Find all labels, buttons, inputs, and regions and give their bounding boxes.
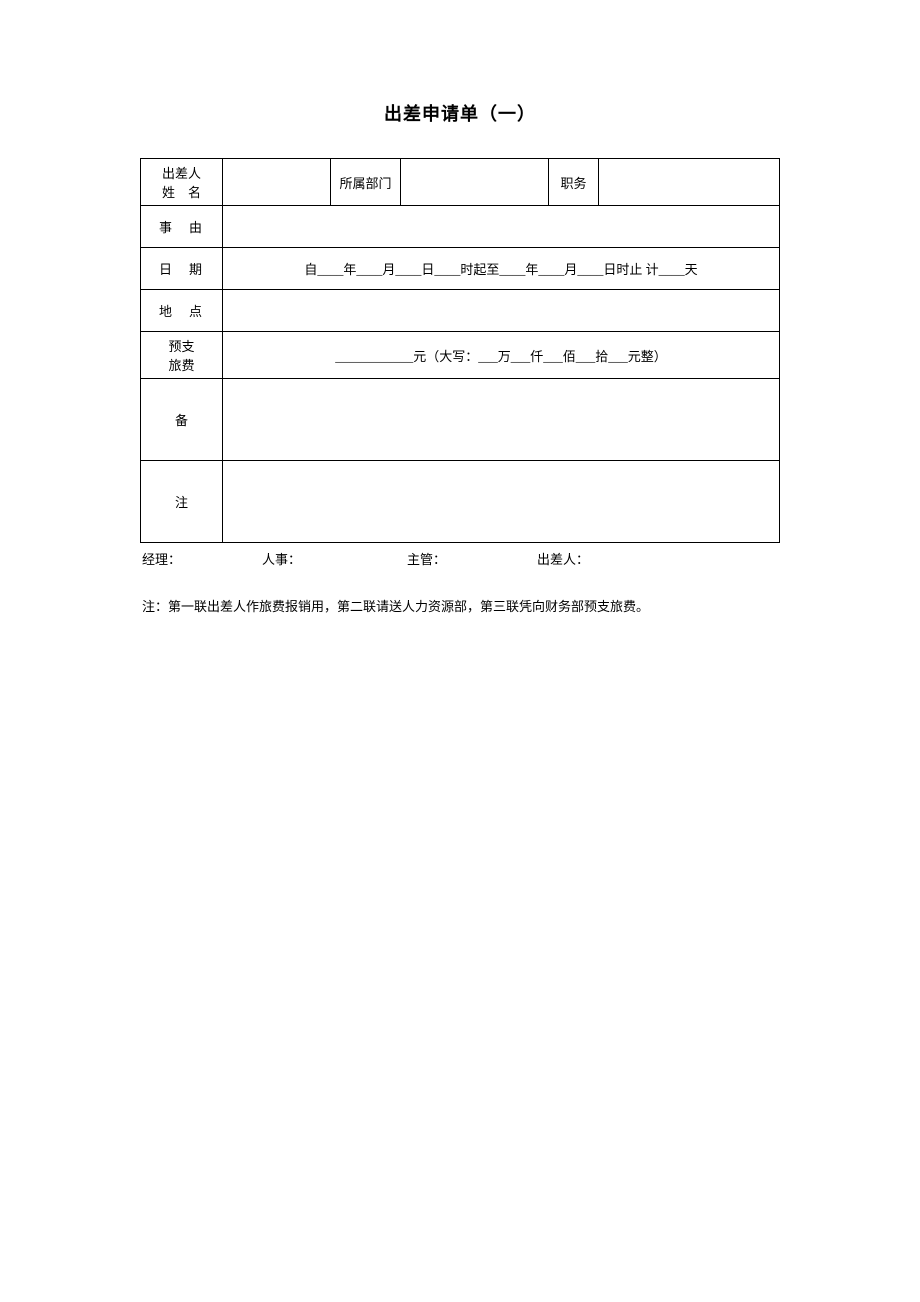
- signature-manager: 经理：: [142, 549, 262, 568]
- signature-supervisor: 主管：: [407, 549, 537, 568]
- form-title: 出差申请单（一）: [140, 100, 780, 126]
- row-date: 日 期 自____年____月____日____时起至____年____月___…: [141, 248, 780, 290]
- advance-label-line2: 旅费: [147, 355, 216, 374]
- dept-label: 所属部门: [331, 159, 401, 206]
- remark-value-2[interactable]: [223, 461, 780, 543]
- row-reason: 事 由: [141, 206, 780, 248]
- name-label: 出差人 姓 名: [141, 159, 223, 206]
- row-advance: 预支 旅费 ____________元（大写：___万___仟___佰___拾_…: [141, 332, 780, 379]
- advance-label-line1: 预支: [147, 336, 216, 355]
- date-label: 日 期: [141, 248, 223, 290]
- advance-value[interactable]: ____________元（大写：___万___仟___佰___拾___元整）: [223, 332, 780, 379]
- advance-label: 预支 旅费: [141, 332, 223, 379]
- form-note: 注：第一联出差人作旅费报销用，第二联请送人力资源部，第三联凭向财务部预支旅费。: [140, 596, 780, 615]
- remark-label-1: 备: [141, 379, 223, 461]
- remark-label-2: 注: [141, 461, 223, 543]
- row-remark-1: 备: [141, 379, 780, 461]
- row-place: 地 点: [141, 290, 780, 332]
- row-name: 出差人 姓 名 所属部门 职务: [141, 159, 780, 206]
- position-value[interactable]: [599, 159, 780, 206]
- application-table: 出差人 姓 名 所属部门 职务 事 由 日 期 自____年____月____日…: [140, 158, 780, 543]
- place-value[interactable]: [223, 290, 780, 332]
- place-label: 地 点: [141, 290, 223, 332]
- position-label: 职务: [549, 159, 599, 206]
- date-value[interactable]: 自____年____月____日____时起至____年____月____日时止…: [223, 248, 780, 290]
- name-label-line1: 出差人: [147, 163, 216, 182]
- reason-label: 事 由: [141, 206, 223, 248]
- signature-row: 经理： 人事： 主管： 出差人：: [140, 543, 780, 568]
- name-label-line2: 姓 名: [147, 182, 216, 201]
- signature-traveler: 出差人：: [537, 549, 589, 568]
- reason-value[interactable]: [223, 206, 780, 248]
- name-value[interactable]: [223, 159, 331, 206]
- dept-value[interactable]: [401, 159, 549, 206]
- signature-hr: 人事：: [262, 549, 407, 568]
- row-remark-2: 注: [141, 461, 780, 543]
- remark-value-1[interactable]: [223, 379, 780, 461]
